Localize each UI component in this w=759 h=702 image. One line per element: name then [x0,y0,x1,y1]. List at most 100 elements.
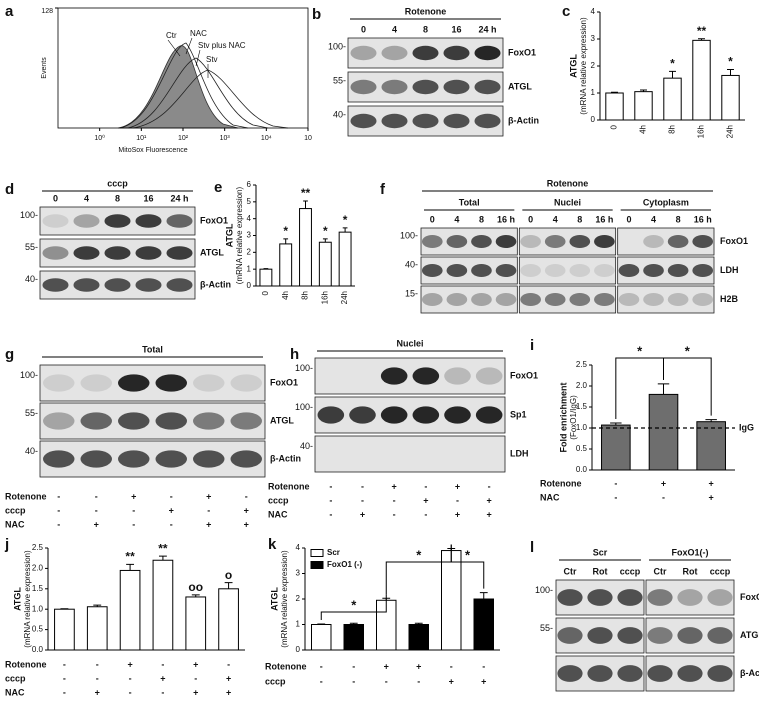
y-tick-label: 4 [296,543,301,552]
blot-band [520,235,541,248]
size-marker: 55- [540,623,553,633]
panel-letter: j [4,536,9,553]
panel-letter: i [530,337,534,354]
band-label: β-Actin [270,453,301,463]
condition-sign: - [614,492,617,502]
blot-band [80,374,112,392]
y-tick-label: 0 [591,115,596,124]
blot-band [193,412,225,430]
condition-sign: - [320,661,323,671]
condition-sign: + [95,687,100,697]
condition-sign: + [423,495,428,505]
significance-mark: ** [125,549,135,563]
nac-curve [119,42,249,129]
blot-band [520,293,541,306]
blot-band [474,79,501,95]
condition-label: Rotenone [268,481,310,491]
significance-mark: * [728,55,733,69]
condition-sign: + [226,673,231,683]
bar [218,588,239,651]
blot-band [587,665,613,682]
error-bar [669,70,676,79]
blot-band [42,278,69,292]
size-marker: 40- [25,446,38,456]
blot-band [80,412,112,430]
condition-sign: - [63,673,66,683]
lane-label: cccp [710,566,731,576]
error-bar [611,91,618,93]
x-tick-label: 10³ [220,135,231,142]
condition-sign: - [424,509,427,519]
significance-mark: * [416,547,422,562]
condition-sign: + [206,519,211,529]
y-axis-label: ATGL [224,223,234,247]
band-label: FoxO1 [508,47,536,57]
condition-sign: - [456,495,459,505]
blot-band [350,79,377,95]
blot-band [557,665,583,682]
x-tick-label: 10² [178,135,189,142]
band-label: ATGL [508,81,532,91]
blot-band [677,627,703,644]
blot-band [471,293,492,306]
error-bar [263,268,269,270]
annotation-leader [195,49,201,67]
condition-sign: - [361,481,364,491]
error-bar [640,89,647,92]
significance-mark: * [637,343,643,358]
group-label: FoxO1(-) [672,547,709,557]
error-bar [93,604,102,607]
bar [721,74,740,121]
condition-label: NAC [540,492,560,502]
blot-band [155,374,187,392]
bar [338,231,352,287]
size-marker: 55- [333,75,346,85]
blot-band [667,264,689,277]
size-marker: 55- [25,242,38,252]
blot-band [444,406,471,424]
blot-band [647,627,673,644]
condition-sign: - [170,491,173,501]
condition-sign: - [352,661,355,671]
blot-band [474,45,501,61]
blot-band [647,589,673,606]
blot-band [104,278,131,292]
annotation: Stv plus NAC [198,41,246,50]
band-label: LDH [720,265,739,275]
blot-band [135,214,162,228]
y-tick-label: 0.0 [32,645,44,654]
bar [473,598,494,651]
lane-label: Ctr [654,566,667,576]
blot-band [73,278,100,292]
significance-mark: * [343,213,348,227]
x-tick-label: 8h [301,291,310,300]
y-axis-label: ATGL [12,587,22,611]
blot-band [118,450,150,468]
condition-sign: + [487,509,492,519]
y-tick-label: 1.0 [576,423,588,432]
size-marker: 100- [400,230,418,240]
lane-label: Ctr [564,566,577,576]
blot-band [412,406,440,424]
blot-band [643,293,664,306]
lane-label: 4 [84,193,89,203]
y-tick-label: 2 [247,247,252,256]
condition-sign: + [160,673,165,683]
x-tick-label: 16h [697,125,706,138]
bar [86,606,108,651]
blot-band [677,589,703,606]
y-tick-label: 2 [591,61,596,70]
condition-label: NAC [268,509,288,519]
bar [343,624,364,651]
error-bar [610,422,622,426]
y-tick-label: 1 [247,264,252,273]
group-label: Nuclei [554,197,581,207]
blot-band [667,293,689,306]
lane-label: 4 [553,214,558,224]
bar [408,624,429,651]
blot-band [587,589,613,606]
condition-sign: + [131,491,136,501]
blot-band [42,214,69,228]
bar [152,559,174,651]
error-bar [191,594,200,597]
